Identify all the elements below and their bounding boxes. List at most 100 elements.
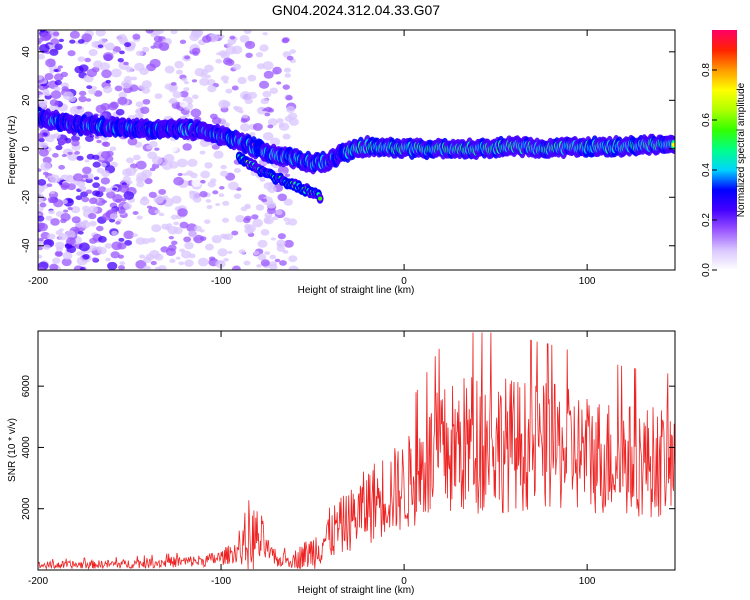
heatmap-cell [671,142,675,148]
heatmap-cell [171,240,178,246]
heatmap-cell [80,266,86,270]
heatmap-cell [92,182,100,189]
heatmap-cell [276,81,282,85]
heatmap-cell [176,158,188,168]
heatmap-cell [134,62,145,72]
heatmap-cell [233,193,242,199]
heatmap-cell [95,246,102,251]
colorbar-tick-label: 0.6 [701,113,712,127]
heatmap-cell [58,38,65,43]
heatmap-cell [106,191,116,199]
heatmap-cell [282,249,289,254]
heatmap-cell [199,150,206,155]
snr-frame [37,330,676,571]
heatmap-cell [119,261,126,266]
heatmap-cell [217,248,228,257]
heatmap-cell [135,160,147,170]
heatmap-cell [183,87,190,92]
heatmap-cell [281,37,289,44]
heatmap-cell [263,182,273,190]
heatmap-cell [229,35,236,40]
heatmap-cell [125,66,134,73]
heatmap-cell [190,108,202,118]
heatmap-cell [181,77,188,82]
colorbar-tick-label: 0.2 [701,213,712,227]
heatmap-cell [143,265,151,270]
heatmap-cell [210,178,217,183]
heatmap-cell [50,218,60,226]
heatmap-cell [104,242,113,249]
heatmap-cell [284,173,291,177]
heatmap-cell [95,30,106,37]
heatmap-cell [98,236,107,243]
heatmap-cell [57,65,63,69]
heatmap-cell [142,196,148,200]
snr-x-ticks: -200 -100 0 100 [28,331,596,587]
heatmap-cell [288,265,299,270]
heatmap-cell [118,208,126,214]
heatmap-cell [123,202,132,210]
heatmap-cell [60,184,69,191]
heatmap-cell [240,91,251,100]
heatmap-cell [239,35,250,43]
figure-title: GN04.2024.312.04.33.G07 [272,2,440,18]
heatmap-cell [39,103,47,109]
colorbar-ticks: 0.0 0.2 0.4 0.6 0.8 [701,63,717,277]
heatmap-cell [62,251,73,260]
heatmap-cell [50,38,60,45]
heatmap-cell [92,257,98,262]
heatmap-cell [145,30,154,34]
heatmap-cell [263,70,274,79]
heatmap-cell [184,259,194,267]
heatmap-cell [289,49,297,54]
heatmap-cell [49,174,60,183]
heatmap-cell [117,96,128,105]
heatmap-cell [135,237,146,245]
heatmap-cell [153,194,164,204]
snr-series-line [38,332,675,570]
heatmap-cell [164,225,172,231]
heatmap-cell [47,197,55,203]
heatmap-cell [119,50,125,55]
heatmap-cell [225,45,237,55]
heatmap-cell [284,73,292,78]
heatmap-cell [178,261,185,266]
heatmap-cell [286,55,294,61]
heatmap-cell [101,170,110,178]
heatmap-cell [146,144,153,150]
heatmap-cell [192,51,199,56]
heatmap-cell [189,191,201,200]
heatmap-cell [150,260,157,266]
heatmap-cell [222,122,231,128]
heatmap-cell [232,265,241,270]
colorbar-tick-label: 0.0 [701,263,712,277]
heatmap-cell [266,207,276,215]
heatmap-cell [43,244,51,250]
heatmap-cell [38,241,44,247]
heatmap-cell [253,251,260,256]
heatmap-cell [44,73,54,81]
heatmap-cell [249,132,256,137]
heatmap-cell [49,48,59,56]
heatmap-cell [82,205,90,212]
heatmap-cell [170,81,177,86]
heatmap-cell [42,156,52,164]
heatmap-cell [88,197,98,205]
heatmap-cell [96,139,102,144]
heatmap-cell [257,253,267,261]
heatmap-cell [153,35,163,43]
heatmap-cell [53,133,61,139]
x-tick-label: -200 [28,276,48,287]
heatmap-cell [283,198,293,206]
heatmap-cell [38,133,44,139]
heatmap-cell [231,230,239,236]
heatmap-cell [173,221,180,226]
heatmap-cell [38,178,47,186]
heatmap-cell [197,257,209,267]
heatmap-cell [255,52,264,58]
colorbar-label: Normalized spectral amplitude [736,82,747,217]
heatmap-cell [222,200,230,206]
heatmap-cell [81,33,93,43]
heatmap-cell [44,91,51,97]
